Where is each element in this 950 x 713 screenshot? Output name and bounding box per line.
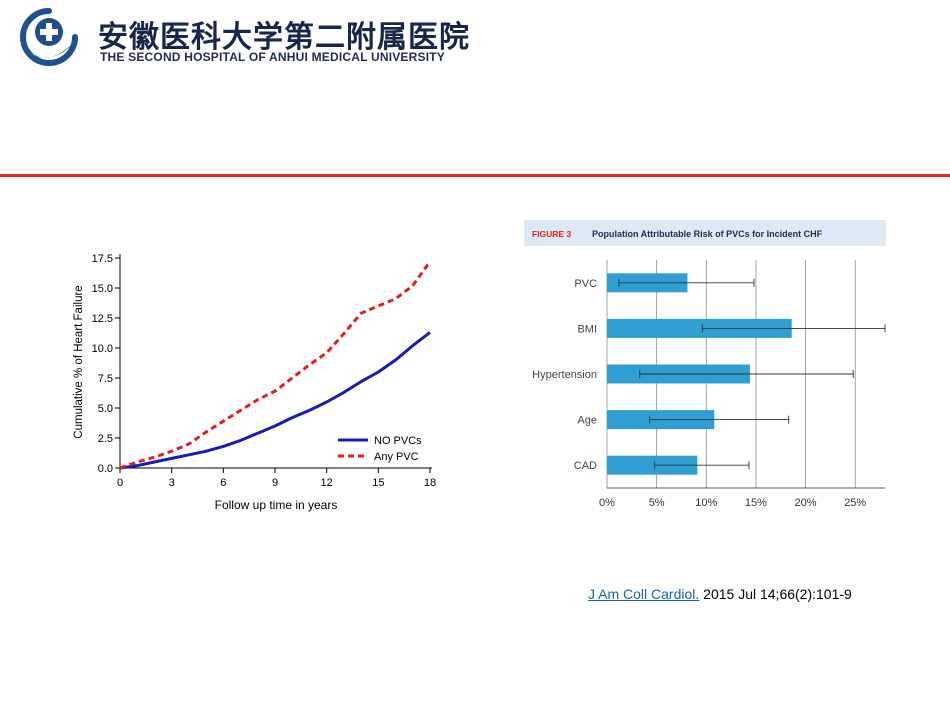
legend-label: NO PVCs [374,435,422,447]
x-axis-label: Follow up time in years [215,498,338,512]
x-tick-label: 10% [695,497,717,509]
y-tick-label: 0.0 [98,463,113,475]
y-tick-label: 7.5 [98,373,113,385]
hospital-header: 安徽医科大学第二附属医院 THE SECOND HOSPITAL OF ANHU… [0,0,950,120]
y-tick-label: 12.5 [92,313,113,325]
citation: J Am Coll Cardiol. 2015 Jul 14;66(2):101… [588,586,852,602]
x-tick-label: 25% [844,497,866,509]
figure-label: FIGURE 3 [532,229,571,239]
category-label: Age [577,415,597,427]
x-tick-label: 3 [169,477,175,489]
hospital-name-cn: 安徽医科大学第二附属医院 [98,20,470,55]
x-tick-label: 20% [795,497,817,509]
y-tick-label: 5.0 [98,403,113,415]
bar-chart-axis: 0% 5% 10% 15% 20% 25% [599,487,885,509]
series-line-any-pvc [119,260,432,470]
y-tick-label: 15.0 [92,283,113,295]
category-label: BMI [577,323,597,335]
y-axis-label: Cumulative % of Heart Failure [73,285,85,438]
line-chart-legend: NO PVCs Any PVC [338,435,422,463]
line-chart-axes: 0.0 2.5 5.0 7.5 10.0 12.5 15.0 17.5 0 3 6 9 12 15 18 [92,253,437,489]
series-line-no-pvcs [119,331,431,470]
category-label: CAD [574,460,597,472]
line-chart-series [119,260,432,470]
x-tick-label: 0 [117,477,123,489]
x-tick-label: 5% [649,497,665,509]
x-tick-label: 0% [599,497,615,509]
x-tick-label: 12 [321,477,333,489]
journal-link[interactable]: J Am Coll Cardiol. [588,586,700,602]
x-tick-label: 6 [220,477,226,489]
category-label: PVC [574,278,597,290]
bar [607,455,698,475]
bar [607,318,792,338]
x-tick-label: 9 [272,477,278,489]
category-label: Hypertension [532,369,597,381]
x-tick-label: 15% [745,497,767,509]
y-tick-label: 10.0 [92,343,113,355]
y-tick-label: 17.5 [92,253,113,265]
line-chart: 0.0 2.5 5.0 7.5 10.0 12.5 15.0 17.5 0 3 6 9 12 15 18 N… [73,253,437,512]
x-tick-label: 15 [372,477,384,489]
legend-label: Any PVC [374,451,419,463]
citation-details: 2015 Jul 14;66(2):101-9 [699,586,852,602]
header-divider [0,174,950,177]
bar-chart-bars: PVC BMI Hypertension Age CAD [532,273,886,475]
hospital-name-en: THE SECOND HOSPITAL OF ANHUI MEDICAL UNI… [100,50,445,64]
hospital-logo-icon [20,8,78,66]
y-tick-label: 2.5 [98,433,113,445]
figure-title-band [524,220,886,246]
bar-chart: FIGURE 3 Population Attributable Risk of… [524,220,886,509]
x-tick-label: 18 [424,477,436,489]
bar-chart-title: Population Attributable Risk of PVCs for… [592,229,823,239]
